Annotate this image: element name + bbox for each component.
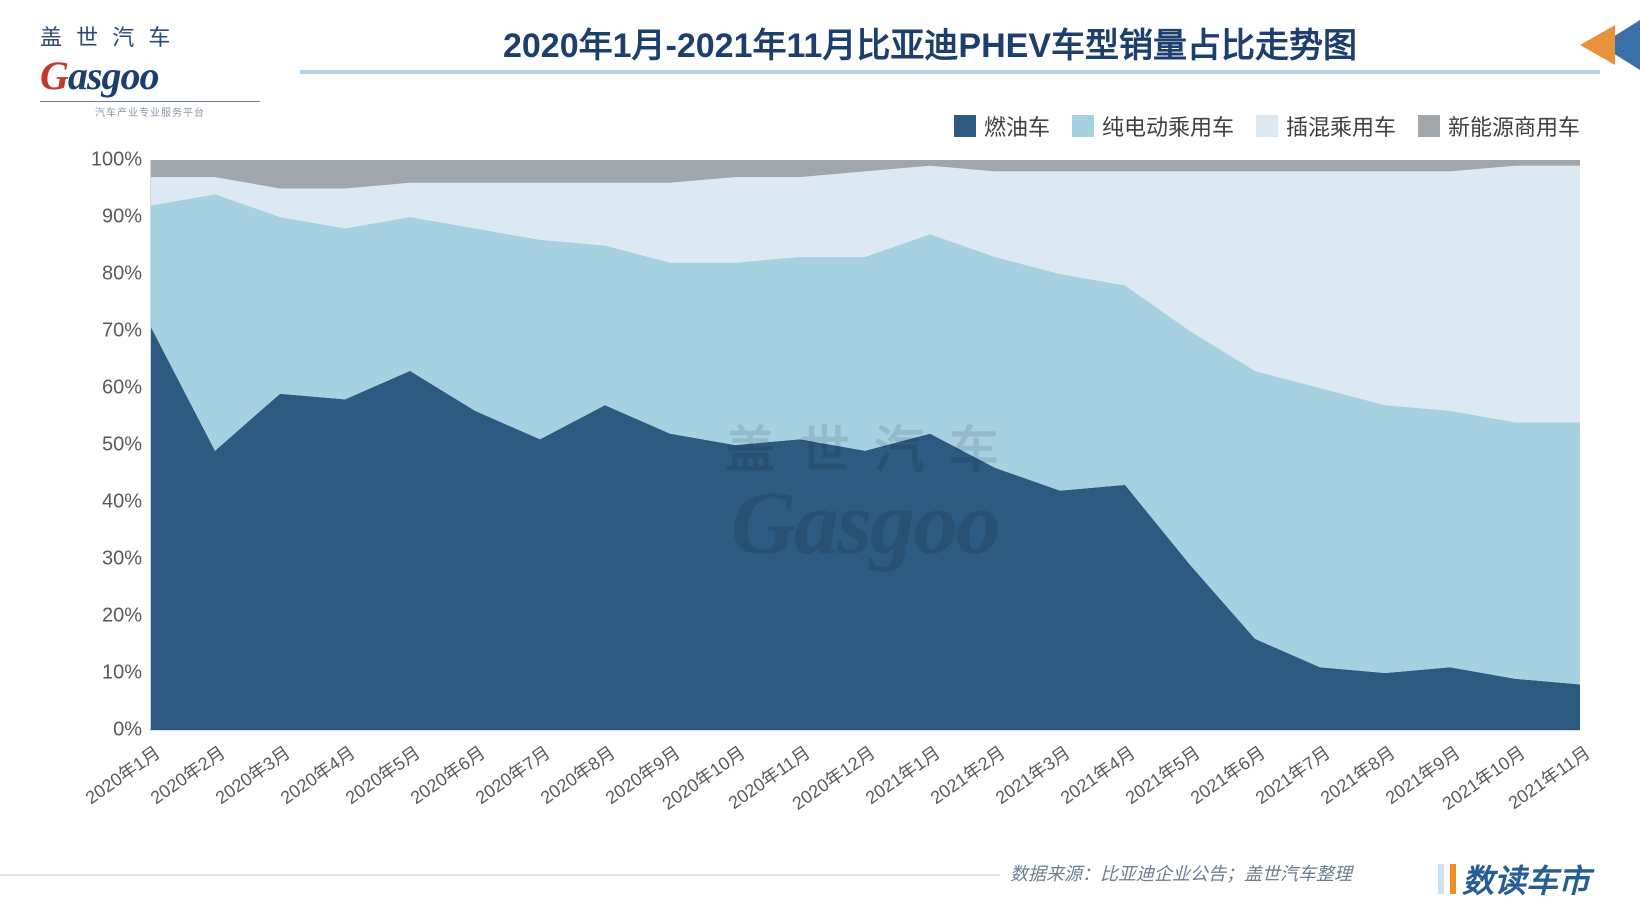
legend-item: 新能源商用车 — [1418, 110, 1580, 142]
y-tick-label: 20% — [102, 605, 142, 628]
legend-label: 插混乘用车 — [1286, 110, 1396, 142]
brand-logo: 盖 世 汽 车 Gasgoo 汽车产业专业服务平台 — [40, 20, 260, 119]
chart-container: 0%10%20%30%40%50%60%70%80%90%100% 盖 世 汽 … — [70, 160, 1590, 780]
footer-bar-icon — [1450, 864, 1456, 894]
legend-item: 插混乘用车 — [1256, 110, 1396, 142]
logo-divider — [40, 101, 260, 102]
y-tick-label: 70% — [102, 320, 142, 343]
legend-label: 新能源商用车 — [1448, 110, 1580, 142]
corner-arrow-icon — [1550, 20, 1640, 70]
legend-label: 纯电动乘用车 — [1102, 110, 1234, 142]
y-axis: 0%10%20%30%40%50%60%70%80%90%100% — [70, 160, 150, 730]
footer-line — [0, 874, 1000, 876]
logo-chinese: 盖 世 汽 车 — [40, 20, 260, 52]
logo-english: Gasgoo — [40, 52, 260, 99]
data-source: 数据来源：比亚迪企业公告；盖世汽车整理 — [1010, 860, 1352, 886]
y-tick-label: 30% — [102, 548, 142, 571]
footer-brand: 数读车市 — [1438, 856, 1590, 902]
x-axis-line — [150, 730, 1580, 731]
logo-subtext: 汽车产业专业服务平台 — [40, 104, 260, 119]
y-tick-label: 40% — [102, 491, 142, 514]
title-underline — [300, 70, 1600, 74]
legend-swatch — [1256, 115, 1278, 137]
area-chart-svg — [150, 160, 1580, 730]
x-axis-labels: 2020年1月2020年2月2020年3月2020年4月2020年5月2020年… — [150, 735, 1580, 855]
y-tick-label: 0% — [113, 719, 142, 742]
y-tick-label: 10% — [102, 662, 142, 685]
y-tick-label: 50% — [102, 434, 142, 457]
legend: 燃油车 纯电动乘用车 插混乘用车 新能源商用车 — [954, 110, 1580, 142]
legend-swatch — [1072, 115, 1094, 137]
y-tick-label: 60% — [102, 377, 142, 400]
footer-brand-text: 数读车市 — [1462, 856, 1590, 902]
legend-item: 纯电动乘用车 — [1072, 110, 1234, 142]
y-tick-label: 100% — [91, 149, 142, 172]
plot-area: 盖 世 汽 车 Gasgoo — [150, 160, 1580, 730]
y-axis-line — [150, 160, 151, 730]
y-tick-label: 80% — [102, 263, 142, 286]
logo-letter-g: G — [40, 53, 68, 98]
legend-swatch — [954, 115, 976, 137]
y-tick-label: 90% — [102, 206, 142, 229]
legend-label: 燃油车 — [984, 110, 1050, 142]
logo-rest: asgoo — [68, 53, 159, 98]
legend-item: 燃油车 — [954, 110, 1050, 142]
chart-title: 2020年1月-2021年11月比亚迪PHEV车型销量占比走势图 — [300, 18, 1560, 67]
legend-swatch — [1418, 115, 1440, 137]
corner-orange — [1580, 25, 1615, 65]
footer-bar-icon — [1438, 864, 1444, 894]
